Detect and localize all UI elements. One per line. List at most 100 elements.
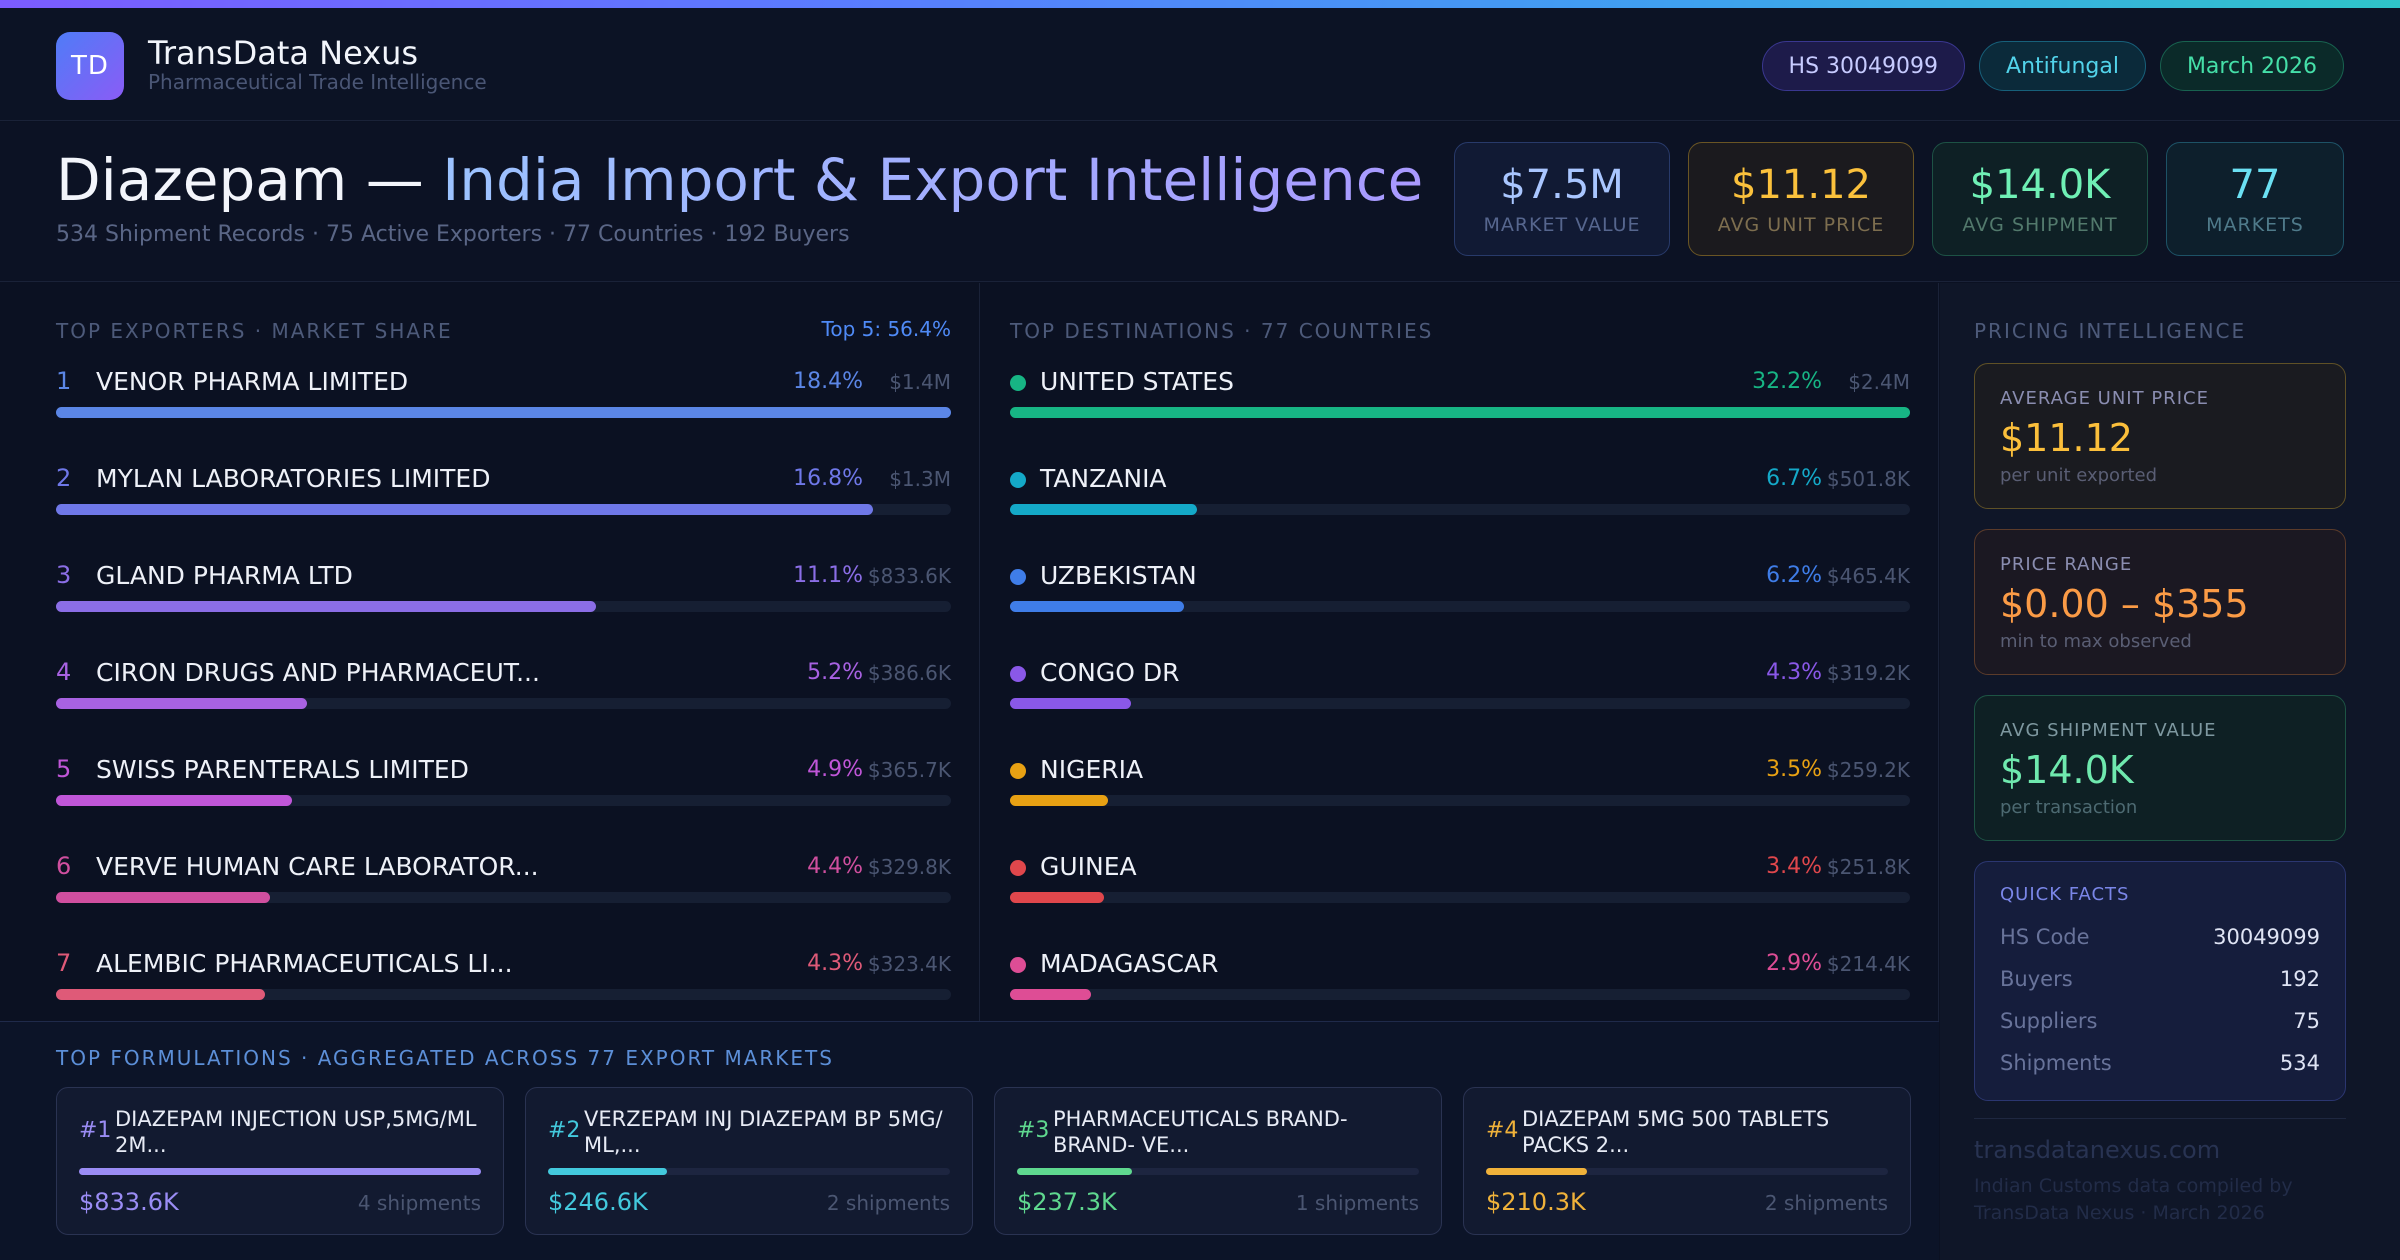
fact-key: Shipments <box>2000 1051 2112 1075</box>
exporter-amount: $1.3M <box>889 467 951 491</box>
destination-share-pct: 3.4% <box>1766 854 1822 879</box>
exporter-rank: 6 <box>56 852 72 880</box>
card-value: $14.0K <box>2000 748 2134 792</box>
kpi-market-value: $7.5M MARKET VALUE <box>1454 142 1670 256</box>
destination-row[interactable]: NIGERIA 3.5% $259.2K <box>1010 755 1910 815</box>
share-bar-track <box>56 698 951 709</box>
fact-key: Suppliers <box>2000 1009 2098 1033</box>
exporter-share-pct: 16.8% <box>793 466 863 491</box>
formulation-name: VERZEPAM INJ DIAZEPAM BP 5MG/ ML,... <box>584 1107 943 1157</box>
share-bar-fill <box>1010 407 1910 418</box>
destination-share-pct: 6.2% <box>1766 563 1822 588</box>
exporter-amount: $833.6K <box>867 564 951 588</box>
hs-code-pill[interactable]: HS 30049099 <box>1761 41 1966 91</box>
exporter-row[interactable]: 6 VERVE HUMAN CARE LABORATOR... 4.4% $329.8… <box>56 852 951 912</box>
share-bar-track <box>56 989 951 1000</box>
share-bar-fill <box>56 601 596 612</box>
fact-value: 75 <box>2293 1009 2320 1033</box>
share-bar-fill <box>1010 989 1091 1000</box>
formulation-name: DIAZEPAM INJECTION USP,5MG/ML 2M... <box>115 1107 477 1157</box>
fact-row-buyers: Buyers 192 <box>2000 967 2320 997</box>
share-bar-track <box>1010 795 1910 806</box>
fact-key: Buyers <box>2000 967 2073 991</box>
exporter-share-pct: 4.3% <box>807 951 863 976</box>
footer-site[interactable]: transdatanexus.com <box>1974 1136 2221 1164</box>
kpi-strip: $7.5M MARKET VALUE $11.12 AVG UNIT PRICE… <box>1454 142 2344 256</box>
exporter-name: SWISS PARENTERALS LIMITED <box>96 755 469 784</box>
destination-row[interactable]: MADAGASCAR 2.9% $214.4K <box>1010 949 1910 1009</box>
kpi-value: $14.0K <box>1969 162 2111 208</box>
destination-name: GUINEA <box>1040 852 1137 881</box>
formulation-shipments: 2 shipments <box>826 1191 950 1215</box>
formulation-bar-track <box>79 1168 481 1175</box>
destination-row[interactable]: TANZANIA 6.7% $501.8K <box>1010 464 1910 524</box>
share-bar-track <box>1010 601 1910 612</box>
header-pills: HS 30049099 Antifungal March 2026 <box>1761 41 2344 91</box>
exporter-name: GLAND PHARMA LTD <box>96 561 353 590</box>
formulation-rank: #2 <box>548 1118 581 1143</box>
exporter-row[interactable]: 3 GLAND PHARMA LTD 11.1% $833.6K <box>56 561 951 621</box>
destination-row[interactable]: UZBEKISTAN 6.2% $465.4K <box>1010 561 1910 621</box>
exporter-share-pct: 18.4% <box>793 369 863 394</box>
share-bar-fill <box>56 795 293 806</box>
kpi-label: AVG UNIT PRICE <box>1717 214 1885 236</box>
formulations-panel: TOP FORMULATIONS · AGGREGATED ACROSS 77 … <box>0 1021 1939 1260</box>
exporter-name: VERVE HUMAN CARE LABORATOR... <box>96 852 539 881</box>
exporter-name: VENOR PHARMA LIMITED <box>96 367 409 396</box>
formulation-name: PHARMACEUTICALS BRAND- BRAND- VE... <box>1053 1107 1348 1157</box>
exporter-name: CIRON DRUGS AND PHARMACEUT... <box>96 658 540 687</box>
destination-row[interactable]: CONGO DR 4.3% $319.2K <box>1010 658 1910 718</box>
exporter-name: ALEMBIC PHARMACEUTICALS LI... <box>96 949 513 978</box>
kpi-markets: 77 MARKETS <box>2166 142 2344 256</box>
formulation-bar-fill <box>1486 1168 1588 1175</box>
formulation-shipments: 2 shipments <box>1764 1191 1888 1215</box>
exporter-row[interactable]: 1 VENOR PHARMA LIMITED 18.4% $1.4M <box>56 367 951 427</box>
exporter-rank: 5 <box>56 755 72 783</box>
quick-facts-card: QUICK FACTS HS Code 30049099 Buyers 192 … <box>1974 861 2346 1101</box>
fact-value: 30049099 <box>2213 925 2320 949</box>
formulation-bar-fill <box>1017 1168 1132 1175</box>
card-value: $0.00 – $355 <box>2000 582 2249 626</box>
share-bar-track <box>56 407 951 418</box>
share-bar-fill <box>56 504 874 515</box>
avg-unit-price-card: AVERAGE UNIT PRICE $11.12 per unit expor… <box>1974 363 2346 509</box>
fact-value: 192 <box>2279 967 2320 991</box>
formulation-value: $210.3K <box>1486 1188 1586 1216</box>
destination-share-pct: 2.9% <box>1766 951 1822 976</box>
logo[interactable]: TD <box>56 32 124 100</box>
exporter-amount: $386.6K <box>867 661 951 685</box>
kpi-avg-unit-price: $11.12 AVG UNIT PRICE <box>1688 142 1914 256</box>
app-header: TD TransData Nexus Pharmaceutical Trade … <box>0 8 2400 121</box>
card-label: AVG SHIPMENT VALUE <box>2000 720 2217 741</box>
exporter-row[interactable]: 2 MYLAN LABORATORIES LIMITED 16.8% $1.3M <box>56 464 951 524</box>
formulation-card[interactable]: #2 VERZEPAM INJ DIAZEPAM BP 5MG/ ML,... $2… <box>525 1087 973 1235</box>
exporter-rank: 1 <box>56 367 72 395</box>
share-bar-fill <box>56 698 307 709</box>
destination-name: UZBEKISTAN <box>1040 561 1197 590</box>
exporter-rank: 7 <box>56 949 72 977</box>
share-bar-fill <box>56 989 266 1000</box>
exporter-amount: $365.7K <box>867 758 951 782</box>
destination-name: CONGO DR <box>1040 658 1180 687</box>
category-pill[interactable]: Antifungal <box>1979 41 2146 91</box>
kpi-label: AVG SHIPMENT <box>1962 214 2118 236</box>
share-bar-fill <box>1010 892 1104 903</box>
date-pill[interactable]: March 2026 <box>2159 41 2344 91</box>
destination-row[interactable]: GUINEA 3.4% $251.8K <box>1010 852 1910 912</box>
formulation-rank: #3 <box>1017 1118 1050 1143</box>
destination-row[interactable]: UNITED STATES 32.2% $2.4M <box>1010 367 1910 427</box>
exporter-row[interactable]: 4 CIRON DRUGS AND PHARMACEUT... 5.2% $386.6… <box>56 658 951 718</box>
formulation-bar-track <box>1486 1168 1888 1175</box>
share-bar-track <box>56 892 951 903</box>
country-dot-icon <box>1010 375 1026 391</box>
formulation-card[interactable]: #3 PHARMACEUTICALS BRAND- BRAND- VE... $23… <box>994 1087 1442 1235</box>
destinations-panel: TOP DESTINATIONS · 77 COUNTRIES UNITED S… <box>981 283 1939 1021</box>
title-band: Diazepam — India Import & Export Intelli… <box>0 122 2400 282</box>
exporter-row[interactable]: 5 SWISS PARENTERALS LIMITED 4.9% $365.7K <box>56 755 951 815</box>
exporters-panel: TOP EXPORTERS · MARKET SHARE Top 5: 56.4… <box>0 283 980 1021</box>
exporter-share-pct: 4.9% <box>807 757 863 782</box>
formulation-card[interactable]: #4 DIAZEPAM 5MG 500 TABLETS PACKS 2... $21… <box>1463 1087 1911 1235</box>
formulation-card[interactable]: #1 DIAZEPAM INJECTION USP,5MG/ML 2M... $83… <box>56 1087 504 1235</box>
exporter-row[interactable]: 7 ALEMBIC PHARMACEUTICALS LI... 4.3% $323.4… <box>56 949 951 1009</box>
share-bar-fill <box>1010 601 1184 612</box>
